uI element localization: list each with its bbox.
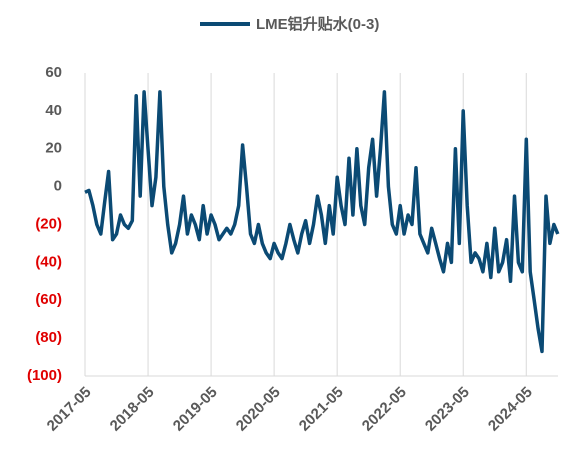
x-tick-label: 2024-05 xyxy=(485,384,536,435)
x-tick-label: 2020-05 xyxy=(233,384,284,435)
x-tick-label: 2019-05 xyxy=(170,384,221,435)
x-tick-label: 2022-05 xyxy=(359,384,410,435)
x-tick-label: 2018-05 xyxy=(107,384,158,435)
y-tick-label: 40 xyxy=(45,102,62,119)
y-tick-label: (20) xyxy=(35,215,62,232)
y-tick-label: 60 xyxy=(45,64,62,81)
y-tick-label: (60) xyxy=(35,291,62,308)
y-tick-label: 0 xyxy=(54,178,62,195)
x-tick-label: 2017-05 xyxy=(44,384,95,435)
y-tick-label: 20 xyxy=(45,140,62,157)
series-line xyxy=(84,90,560,354)
y-tick-label: (100) xyxy=(27,367,62,384)
legend-label: LME铝升贴水(0-3) xyxy=(256,15,379,33)
x-tick-label: 2021-05 xyxy=(296,384,347,435)
y-tick-label: (80) xyxy=(35,329,62,346)
x-tick-label: 2023-05 xyxy=(422,384,473,435)
y-tick-label: (40) xyxy=(35,253,62,270)
